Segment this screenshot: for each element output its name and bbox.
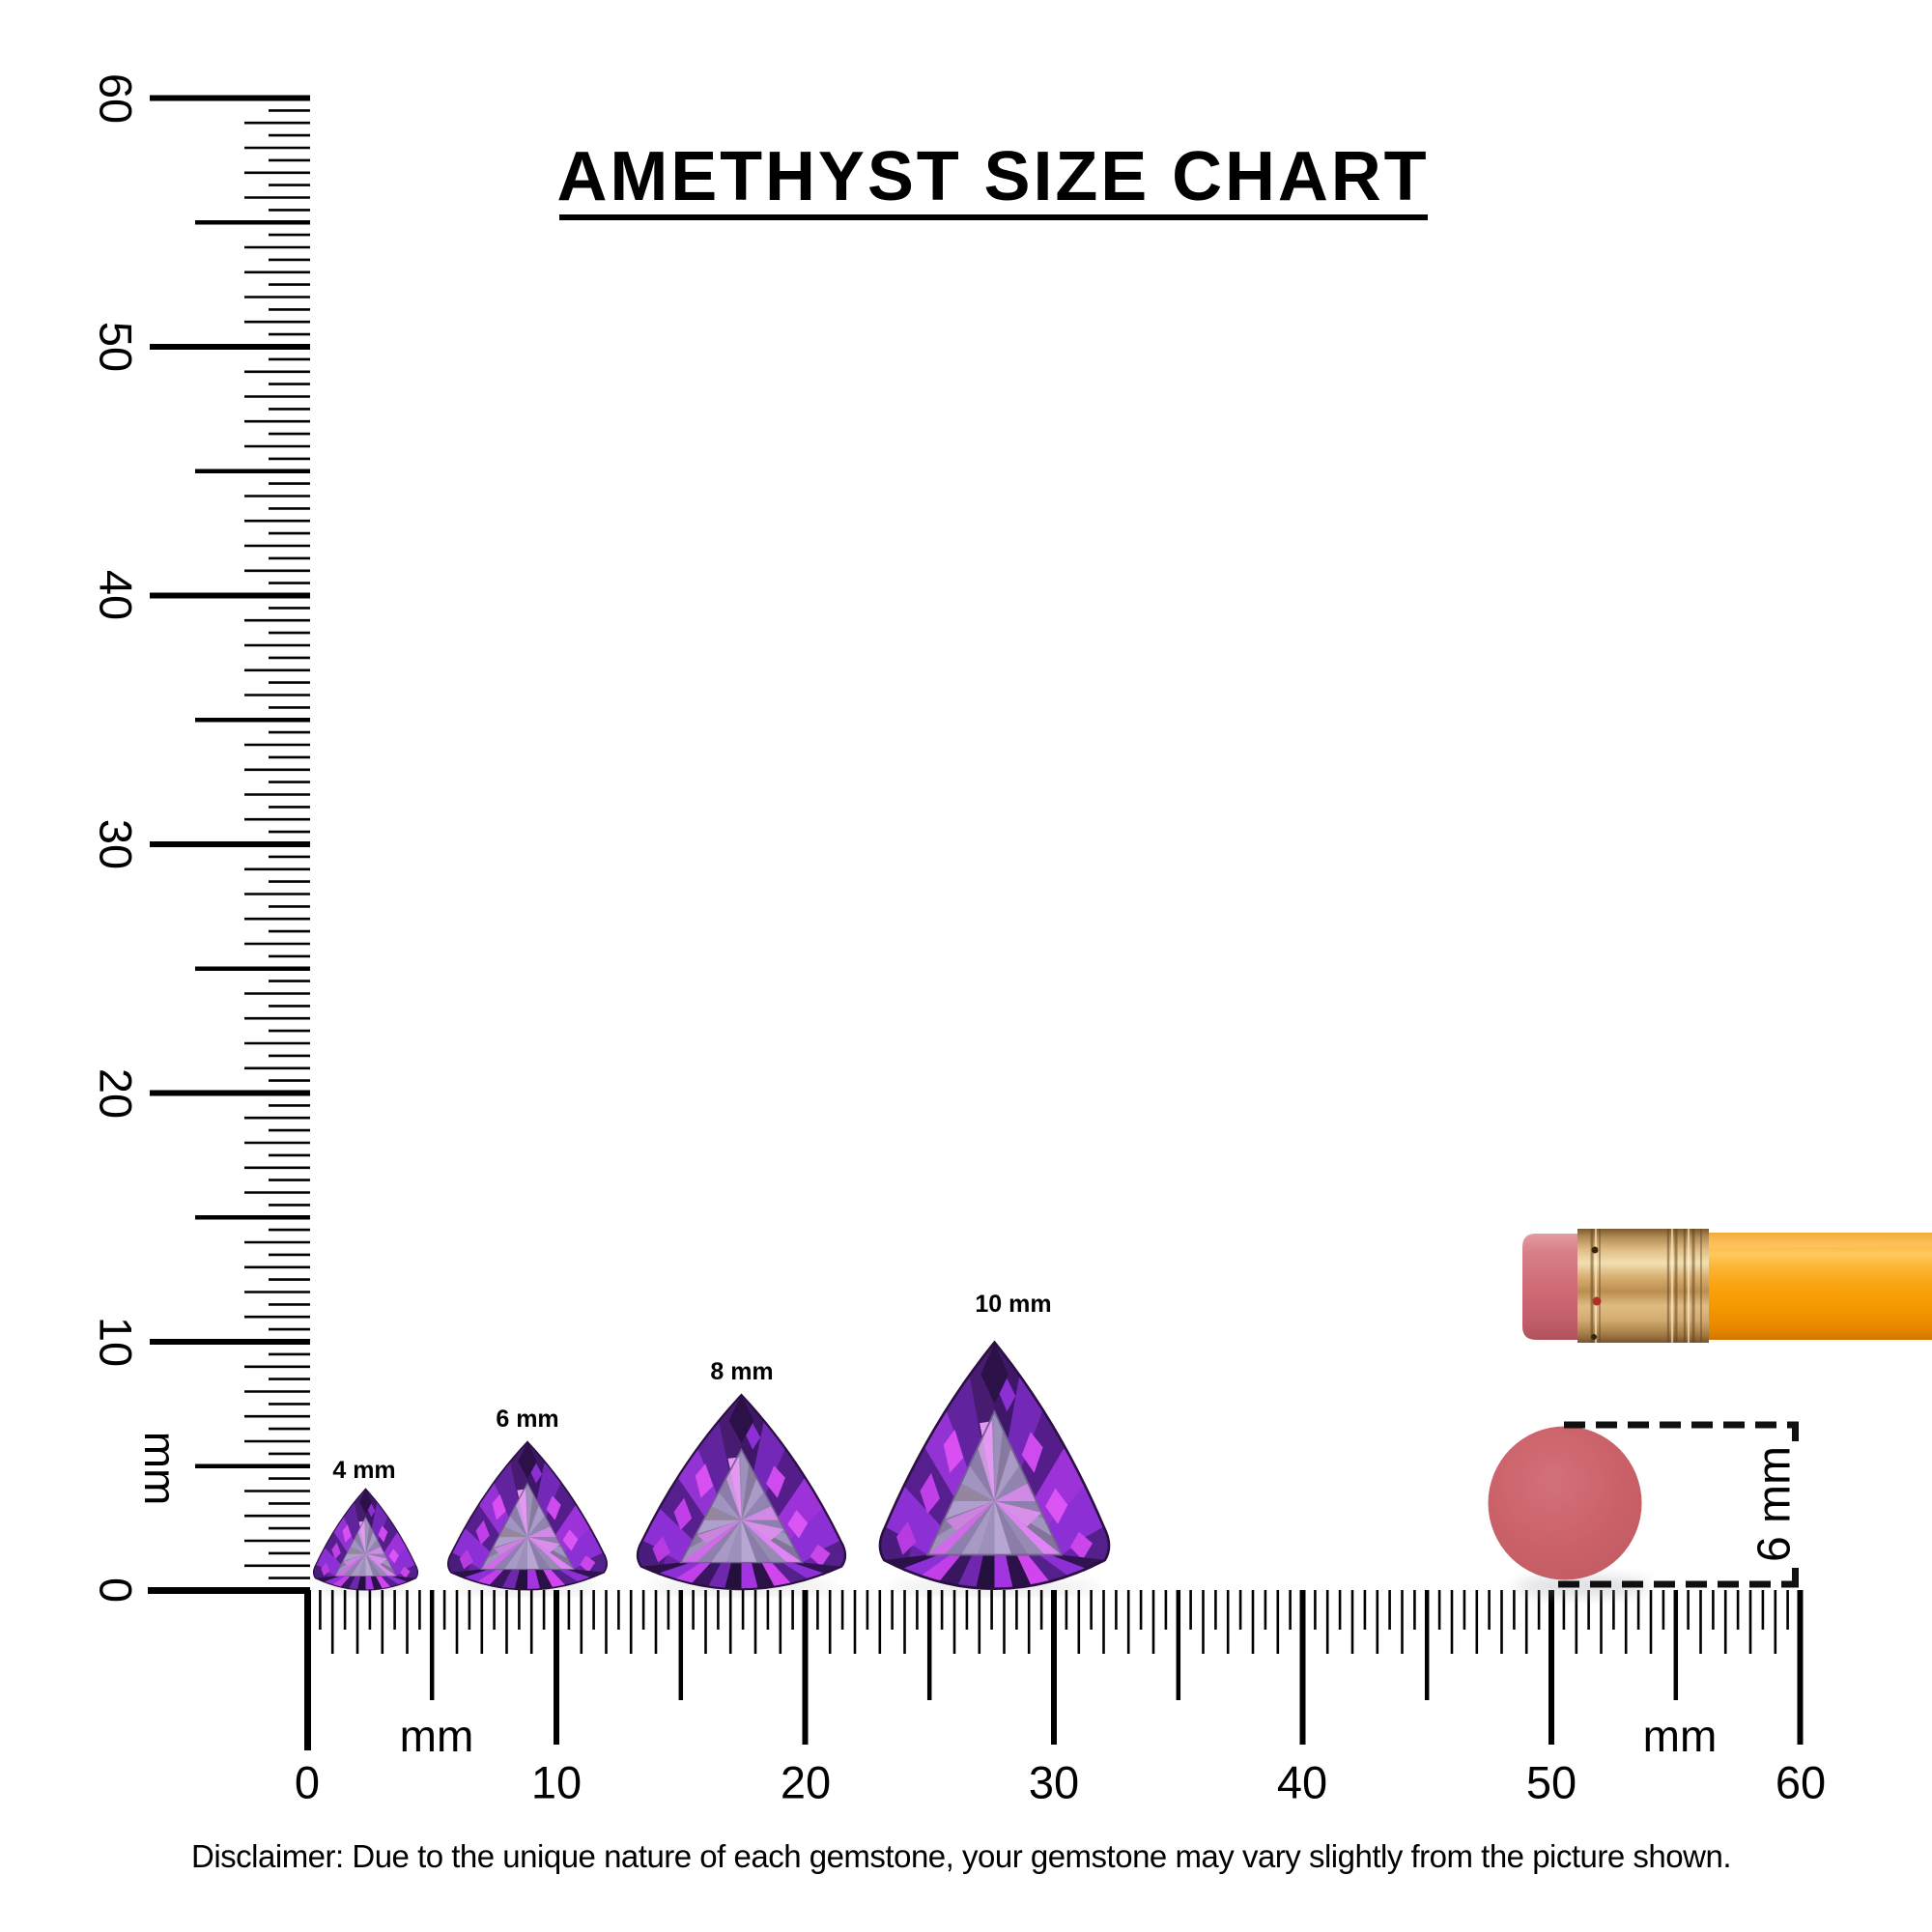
svg-text:40: 40 bbox=[1277, 1757, 1327, 1808]
svg-text:0: 0 bbox=[295, 1757, 320, 1808]
svg-text:6 mm: 6 mm bbox=[496, 1406, 558, 1433]
svg-text:30: 30 bbox=[91, 819, 142, 869]
svg-text:6 mm: 6 mm bbox=[1749, 1446, 1801, 1562]
svg-text:10 mm: 10 mm bbox=[975, 1291, 1051, 1318]
svg-text:mm: mm bbox=[1643, 1711, 1718, 1761]
svg-text:mm: mm bbox=[400, 1711, 474, 1761]
svg-text:8 mm: 8 mm bbox=[710, 1358, 773, 1385]
svg-text:Disclaimer: Due to the unique: Disclaimer: Due to the unique nature of … bbox=[191, 1838, 1731, 1874]
svg-text:50: 50 bbox=[91, 322, 142, 372]
svg-text:20: 20 bbox=[781, 1757, 831, 1808]
svg-text:10: 10 bbox=[91, 1317, 142, 1367]
svg-text:AMETHYST SIZE CHART: AMETHYST SIZE CHART bbox=[556, 138, 1429, 215]
svg-text:0: 0 bbox=[91, 1577, 142, 1603]
svg-text:4 mm: 4 mm bbox=[332, 1457, 395, 1484]
svg-text:40: 40 bbox=[91, 570, 142, 620]
svg-text:10: 10 bbox=[531, 1757, 582, 1808]
svg-text:mm: mm bbox=[135, 1432, 185, 1506]
svg-text:20: 20 bbox=[91, 1068, 142, 1119]
svg-text:30: 30 bbox=[1029, 1757, 1079, 1808]
svg-text:60: 60 bbox=[1776, 1757, 1826, 1808]
svg-text:50: 50 bbox=[1526, 1757, 1577, 1808]
svg-text:60: 60 bbox=[91, 73, 142, 124]
